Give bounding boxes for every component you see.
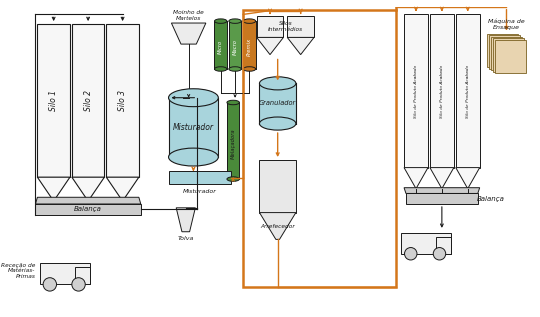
Bar [487,34,518,67]
Bar [430,14,454,168]
Bar [214,21,227,69]
Bar [489,35,520,68]
Bar [229,21,241,69]
Bar [493,38,524,72]
Polygon shape [37,177,70,201]
Ellipse shape [243,67,255,71]
Ellipse shape [260,77,296,90]
Ellipse shape [243,19,255,23]
Bar [227,102,239,179]
Bar [37,24,70,177]
Ellipse shape [168,148,218,166]
Text: Silo 2: Silo 2 [84,90,93,111]
Circle shape [72,278,85,291]
Bar [168,171,231,184]
Bar [495,40,525,73]
Text: Melaçadora: Melaçadora [231,128,235,159]
Polygon shape [171,23,206,44]
Text: Receção de
Matérias-
Primas: Receção de Matérias- Primas [1,263,36,279]
Polygon shape [404,188,480,193]
Bar [36,204,141,215]
Ellipse shape [214,67,227,71]
Bar [256,16,284,37]
Bar [168,98,218,157]
Polygon shape [287,37,314,55]
Bar [401,233,451,254]
Bar [406,193,478,204]
Text: Arrefecedor: Arrefecedor [260,224,295,230]
Text: Silo 1: Silo 1 [49,90,58,111]
Circle shape [433,248,446,260]
Text: Granulador: Granulador [259,100,296,107]
Ellipse shape [229,19,241,23]
Bar [40,263,90,284]
Text: Misturador: Misturador [173,123,214,132]
Bar [436,236,451,254]
Circle shape [43,278,57,291]
Polygon shape [106,177,139,201]
Polygon shape [176,208,195,232]
Bar [287,16,314,37]
Ellipse shape [227,100,239,105]
Text: Balança: Balança [477,196,505,202]
Ellipse shape [168,89,218,107]
Text: Silo de Produto Acabado: Silo de Produto Acabado [440,64,444,118]
Polygon shape [260,213,296,239]
Text: Silo 3: Silo 3 [118,90,127,111]
Bar [243,21,255,69]
Ellipse shape [227,177,239,181]
Polygon shape [430,168,454,189]
Text: Micro: Micro [218,40,223,54]
Polygon shape [256,37,284,55]
Text: Silos
Intermédios: Silos Intermédios [268,22,303,32]
Polygon shape [36,197,141,204]
Circle shape [404,248,417,260]
Text: Misturador: Misturador [183,189,217,194]
Ellipse shape [260,117,296,130]
Text: Macro: Macro [233,39,238,55]
Bar [260,83,296,124]
Text: Silo de Produto Acabado: Silo de Produto Acabado [414,64,418,118]
Bar [243,10,396,287]
Bar [456,14,480,168]
Ellipse shape [214,19,227,23]
Bar [72,24,104,177]
Bar [75,267,90,284]
Text: Premix: Premix [247,38,252,56]
Polygon shape [72,177,104,201]
Text: Tolva: Tolva [178,236,194,241]
Text: Máquina de
Ensaque: Máquina de Ensaque [488,18,525,29]
Text: Silo de Produto Acabado: Silo de Produto Acabado [465,64,470,118]
Bar [491,37,522,70]
Bar [404,14,428,168]
Bar [260,160,296,213]
Bar [106,24,139,177]
Text: Balança: Balança [74,206,102,212]
Polygon shape [404,168,428,189]
Polygon shape [456,168,480,189]
Text: Moinho de
Martelos: Moinho de Martelos [173,10,204,21]
Ellipse shape [229,67,241,71]
